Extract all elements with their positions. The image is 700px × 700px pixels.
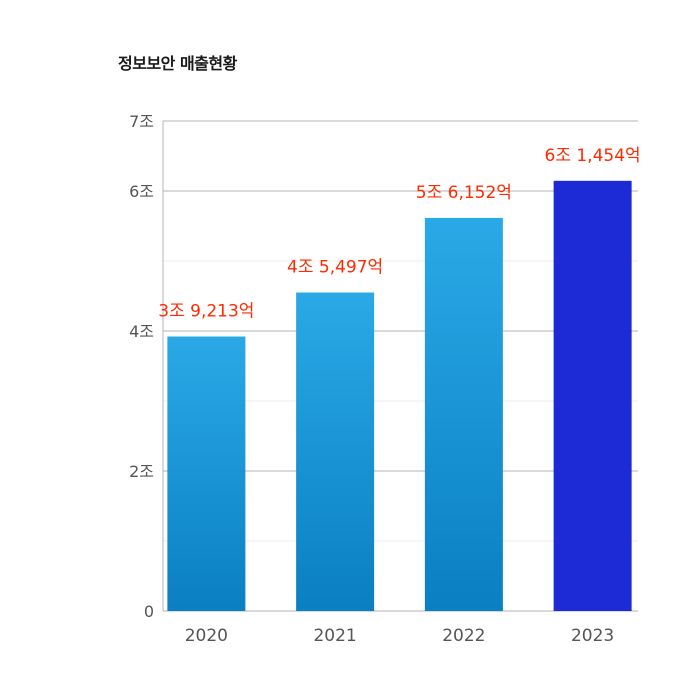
bar-2020 <box>167 336 246 611</box>
y-tick-label: 0 <box>144 602 154 621</box>
bar-2022 <box>424 217 503 611</box>
data-label: 3조 9,213억 <box>158 302 254 322</box>
x-tick-label: 2021 <box>313 626 356 646</box>
y-tick-label: 4조 <box>129 322 154 341</box>
y-tick-label: 2조 <box>129 462 154 481</box>
y-tick-label: 7조 <box>129 112 154 131</box>
labels: 0 2조 4조 6조 7조 3조 9,213억 2020 4조 5,497억 2021 5조 6,… <box>129 112 641 646</box>
y-tick-label: 6조 <box>129 182 154 201</box>
bar-2021 <box>296 292 375 611</box>
x-tick-label: 2022 <box>442 626 485 646</box>
x-tick-label: 2023 <box>571 626 614 646</box>
data-label: 4조 5,497억 <box>287 258 383 278</box>
bars <box>167 180 632 611</box>
data-label: 5조 6,152억 <box>416 183 512 203</box>
x-tick-label: 2020 <box>185 626 228 646</box>
chart-title: 정보보안 매출현황 <box>118 54 237 73</box>
data-label: 6조 1,454억 <box>545 146 641 166</box>
bar-2023 <box>553 180 632 611</box>
